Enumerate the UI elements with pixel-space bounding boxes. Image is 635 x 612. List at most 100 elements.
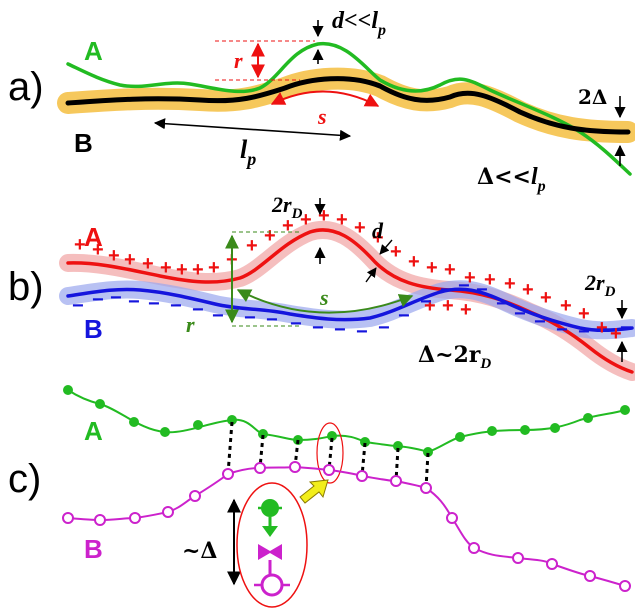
plus-sign: + [192, 259, 204, 281]
plus-sign: + [560, 295, 572, 317]
plus-sign: + [208, 257, 220, 279]
minus-sign: − [334, 319, 346, 341]
chain-a-bead [550, 423, 560, 433]
panel-a: a) A B r s d<<lp lp 2Δ [8, 8, 635, 195]
two-rd-right-label: 2rD [584, 270, 616, 300]
chain-a-curve [66, 42, 632, 176]
plus-sign: + [282, 215, 294, 237]
plus-sign: + [460, 299, 472, 321]
plus-sign: + [318, 205, 330, 227]
chain-a-bead [160, 427, 170, 437]
plus-sign: + [176, 259, 188, 281]
minus-sign: − [514, 303, 526, 325]
chain-b-curve [65, 76, 631, 135]
plus-sign: + [522, 279, 534, 301]
chain-b-label: B [84, 314, 103, 344]
chain-b-bead [420, 482, 432, 494]
delta-lp-label: Δ<<lp [477, 164, 546, 195]
chain-b-bead [390, 475, 402, 487]
s-arc [236, 289, 414, 314]
s-label: s [317, 104, 327, 129]
plus-sign: + [74, 234, 86, 256]
chain-a-beads [63, 385, 630, 457]
chain-b-bead [94, 514, 106, 526]
plus-sign: + [424, 295, 436, 317]
plus-sign: + [390, 241, 402, 263]
chain-b-bead [323, 464, 335, 476]
d-label: d [372, 218, 384, 243]
chain-b-bead [584, 570, 596, 582]
chain-a-curve [67, 389, 626, 454]
minus-sign: − [110, 287, 122, 309]
chain-a-bead [583, 413, 593, 423]
chain-a-bead [393, 441, 403, 451]
minus-sign: − [192, 299, 204, 321]
green-bead-large [261, 499, 279, 517]
panel-c-label: c) [8, 457, 41, 501]
minus-sign: − [578, 321, 590, 343]
minus-sign: − [420, 291, 432, 313]
minus-sign: − [92, 289, 104, 311]
plus-sign: + [372, 227, 384, 249]
minus-sign: − [458, 275, 470, 297]
plus-sign: + [610, 323, 622, 345]
chain-a-bead [258, 429, 268, 439]
chain-a-bead [487, 426, 497, 436]
bond-line [424, 452, 430, 489]
binding-detail [254, 499, 290, 597]
chain-b-bead [222, 468, 234, 480]
delta-rd-label: Δ~2rD [418, 342, 491, 372]
highlight-pair-ellipse [316, 422, 344, 484]
chain-a-bead [63, 385, 73, 395]
r-label: r [234, 48, 243, 73]
chain-b-bead [356, 470, 368, 482]
minus-sign: − [378, 317, 390, 339]
plus-sign: + [504, 273, 516, 295]
minus-sign: − [128, 291, 140, 313]
minus-sign: − [212, 305, 224, 327]
minus-sign: − [266, 309, 278, 331]
minus-sign: − [290, 313, 302, 335]
chain-b-bead [162, 506, 174, 518]
lp-label: lp [240, 135, 256, 169]
approx-delta-label: ~Δ [182, 538, 218, 564]
chain-a-label: A [84, 416, 103, 446]
d-arrow-2 [365, 267, 377, 283]
d-arrow-1 [379, 239, 393, 255]
two-rd-top-label: 2rD [271, 192, 303, 222]
panel-b: b) ++++++++++++++++++++++++++++++++++ −−… [8, 192, 635, 381]
minus-sign: − [148, 293, 160, 315]
plus-sign: + [426, 257, 438, 279]
chain-a-bead [423, 447, 433, 457]
minus-sign: − [356, 321, 368, 343]
magenta-bowtie-icon [258, 544, 282, 560]
chain-a-bead [620, 405, 630, 415]
zoom-ellipse [236, 482, 308, 608]
chain-b-bead [189, 490, 201, 502]
plus-sign: + [92, 239, 104, 261]
plus-sign: + [444, 259, 456, 281]
plus-sign: + [142, 253, 154, 275]
chain-b-bead [129, 512, 141, 524]
plus-sign: + [596, 317, 608, 339]
chain-b-label: B [74, 128, 93, 158]
plus-sign: + [464, 267, 476, 289]
minus-sign: − [398, 305, 410, 327]
chain-b-bead [468, 542, 480, 554]
magenta-bead-large [260, 573, 284, 597]
plus-sign: + [442, 295, 454, 317]
plus-sign: + [300, 209, 312, 231]
chain-b-bead [619, 580, 631, 592]
negative-charges: − − − − − − − − − − − − − − −−−− − −− − − − − − − [72, 275, 632, 343]
chain-a-label: A [84, 222, 103, 252]
chain-a-bead [193, 420, 203, 430]
r-label: r [186, 312, 195, 337]
chain-a-label: A [84, 36, 103, 66]
plus-sign: + [160, 257, 172, 279]
minus-sign: − [312, 317, 324, 339]
chain-b-bead [254, 462, 266, 474]
chain-b-bead [289, 461, 301, 473]
chain-a-curve [66, 228, 634, 374]
